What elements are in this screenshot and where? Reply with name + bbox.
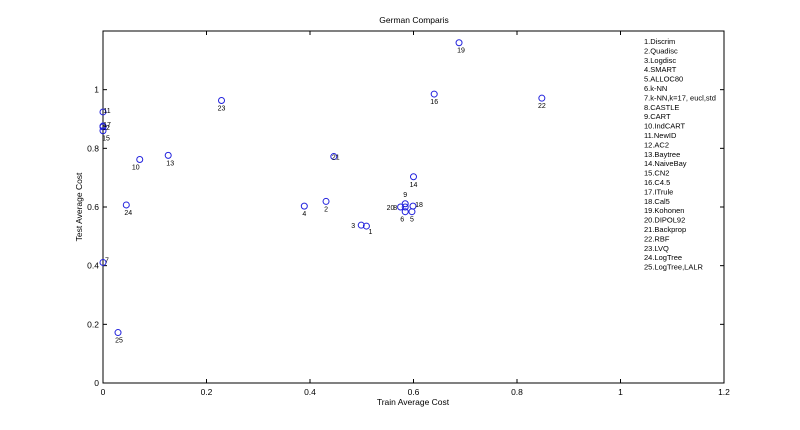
y-tick-label: 0.2 <box>87 319 99 329</box>
legend-item: 16.C4.5 <box>644 178 670 187</box>
point-label: 4 <box>302 211 306 218</box>
point-label: 16 <box>430 99 438 106</box>
data-point <box>99 127 107 135</box>
data-point <box>410 173 417 181</box>
legend-item: 6.k-NN <box>644 84 667 93</box>
data-point <box>408 208 416 216</box>
legend-item: 23.LVQ <box>644 244 669 253</box>
legend-item: 17.ITrule <box>644 187 673 196</box>
data-point <box>357 221 365 229</box>
point-label: 6 <box>400 217 404 224</box>
point-label: 12 <box>102 125 110 132</box>
point-label: 17 <box>103 122 111 129</box>
legend-item: 21.Backprop <box>644 225 686 234</box>
data-point <box>136 155 144 163</box>
y-axis: 0 0.2 0.4 0.6 0.8 1 <box>87 85 724 388</box>
data-point <box>401 200 409 208</box>
legend-item: 5.ALLOC80 <box>644 75 683 84</box>
legend-item: 22.RBF <box>644 234 670 243</box>
point-label: 14 <box>410 182 418 189</box>
legend: 1.Discrim2.Quadisc3.Logdisc4.SMART5.ALLO… <box>644 37 716 272</box>
data-point <box>397 203 405 211</box>
point-label: 25 <box>115 338 123 345</box>
legend-item: 14.NaiveBay <box>644 159 687 168</box>
point-label: 20 <box>387 205 395 212</box>
point-label: 3 <box>351 223 355 230</box>
legend-item: 8.CASTLE <box>644 103 679 112</box>
data-point <box>122 201 130 209</box>
point-label: 18 <box>415 202 423 209</box>
data-point <box>401 203 409 211</box>
data-point <box>164 151 172 159</box>
data-point <box>401 208 409 216</box>
legend-item: 25.LogTree,LALR <box>644 263 704 272</box>
x-tick-label: 0.6 <box>408 387 420 397</box>
x-tick-label: 1 <box>618 387 623 397</box>
point-label: 15 <box>102 136 110 143</box>
point-label: 1 <box>368 229 372 236</box>
point-label: 19 <box>457 48 465 55</box>
legend-item: 24.LogTree <box>644 253 682 262</box>
x-axis-label: Train Average Cost <box>377 397 450 407</box>
data-point <box>300 202 308 210</box>
axes-frame <box>102 30 725 384</box>
point-label: 7 <box>105 257 109 264</box>
y-tick-label: 0.8 <box>87 143 99 153</box>
data-point <box>99 258 107 266</box>
data-point <box>455 39 463 47</box>
point-label: 8 <box>393 205 397 212</box>
legend-item: 12.AC2 <box>644 140 669 149</box>
legend-item: 11.NewID <box>644 131 677 140</box>
point-label: 23 <box>218 106 226 113</box>
chart-title: German Comparis <box>379 15 448 25</box>
y-tick-label: 0 <box>94 378 99 388</box>
plot-area <box>102 30 725 384</box>
point-label: 11 <box>103 108 110 115</box>
data-point <box>114 329 122 337</box>
legend-item: 20.DIPOL92 <box>644 216 685 225</box>
data-point <box>330 153 338 161</box>
x-tick-label: 0.2 <box>201 387 213 397</box>
legend-item: 15.CN2 <box>644 169 669 178</box>
x-tick-label: 0.8 <box>511 387 523 397</box>
legend-item: 7.k-NN,k=17, eucl,std <box>644 93 716 102</box>
legend-item: 19.Kohonen <box>644 206 684 215</box>
legend-item: 4.SMART <box>644 65 677 74</box>
data-point <box>538 94 546 102</box>
x-axis: 0 0.2 0.4 0.6 0.8 1 1.2 <box>101 31 730 397</box>
x-tick-label: 0.4 <box>304 387 316 397</box>
legend-item: 9.CART <box>644 112 671 121</box>
legend-item: 13.Baytree <box>644 150 680 159</box>
y-tick-label: 0.6 <box>87 202 99 212</box>
data-point <box>409 202 417 210</box>
legend-item: 10.IndCART <box>644 122 686 131</box>
point-label: 5 <box>410 217 414 224</box>
legend-item: 3.Logdisc <box>644 56 676 65</box>
point-label: 2 <box>324 206 328 213</box>
point-label: 24 <box>124 210 132 217</box>
legend-item: 2.Quadisc <box>644 46 678 55</box>
data-points: 1234567891011121314151617181920212223242… <box>99 39 546 345</box>
data-point <box>99 108 107 116</box>
data-point <box>430 90 438 98</box>
y-tick-label: 0.4 <box>87 261 99 271</box>
legend-item: 18.Cal5 <box>644 197 670 206</box>
point-label: 22 <box>538 103 546 110</box>
x-tick-label: 1.2 <box>718 387 730 397</box>
data-point <box>322 197 330 205</box>
point-label: 9 <box>403 192 407 199</box>
data-point <box>362 222 370 230</box>
y-axis-label: Test Average Cost <box>74 172 84 241</box>
point-label: 10 <box>132 164 140 171</box>
data-point <box>218 97 226 105</box>
legend-item: 1.Discrim <box>644 37 675 46</box>
x-tick-label: 0 <box>101 387 106 397</box>
y-tick-label: 1 <box>94 85 99 95</box>
point-label: 13 <box>166 160 174 167</box>
point-label: 21 <box>332 155 340 162</box>
data-point <box>99 122 107 130</box>
